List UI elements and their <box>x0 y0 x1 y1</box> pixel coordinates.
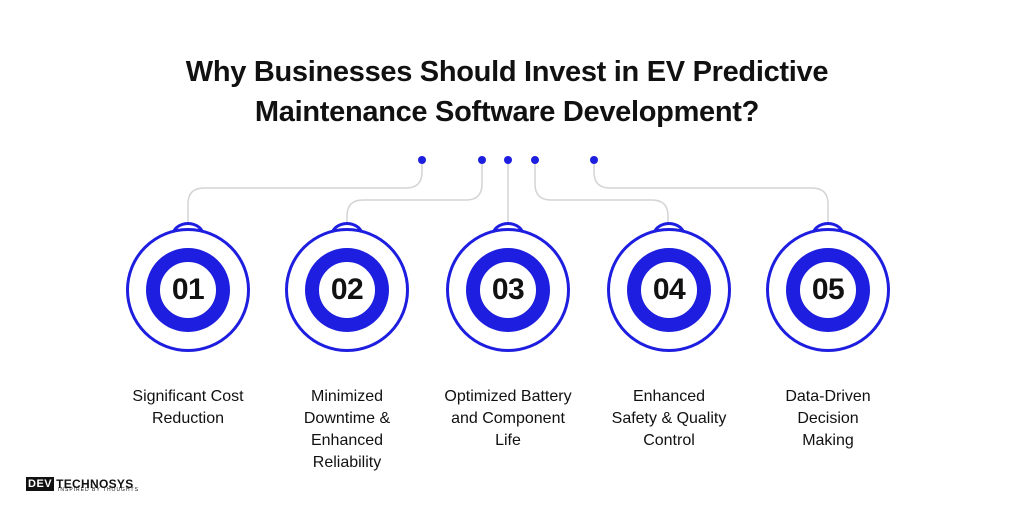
label-line: Safety & Quality <box>611 410 727 427</box>
inner-ring: 04 <box>627 248 711 332</box>
label-line: Optimized Battery <box>444 388 572 405</box>
label-line: Making <box>802 432 854 449</box>
label-line: and Component <box>451 410 565 427</box>
step-number: 03 <box>491 273 525 306</box>
label-line: Decision <box>797 410 859 427</box>
inner-ring: 02 <box>305 248 389 332</box>
label-line: Enhanced <box>310 432 384 449</box>
brand-logo: DEV TECHNOSYS INSPIRED BY THOUGHTS <box>26 473 138 495</box>
step-02-label: Minimized Downtime & Enhanced Reliabilit… <box>262 386 432 474</box>
step-number: 02 <box>330 273 364 306</box>
step-05-label: Data-Driven Decision Making <box>743 386 913 452</box>
step-number: 05 <box>811 273 845 306</box>
page-title-line-1: Why Businesses Should Invest in EV Predi… <box>185 56 829 88</box>
connector-2 <box>346 160 483 232</box>
inner-ring: 03 <box>466 248 550 332</box>
connector-5 <box>593 160 829 232</box>
step-03-label: Optimized Battery and Component Life <box>423 386 593 452</box>
label-line: Reduction <box>151 410 225 427</box>
step-03: 03 <box>446 222 576 388</box>
connector-dot-1 <box>418 156 426 164</box>
step-number: 04 <box>652 273 686 306</box>
step-02: 02 <box>285 222 415 388</box>
logo-tagline: INSPIRED BY THOUGHTS <box>58 487 139 493</box>
label-line: Life <box>495 432 521 449</box>
label-line: Significant Cost <box>132 388 244 405</box>
label-line: Data-Driven <box>785 388 871 405</box>
connector-1 <box>187 160 423 232</box>
inner-ring: 01 <box>146 248 230 332</box>
step-04: 04 <box>607 222 737 388</box>
connector-dot-3 <box>504 156 512 164</box>
label-line: Minimized <box>310 388 383 405</box>
connector-dot-5 <box>590 156 598 164</box>
label-line: Enhanced <box>632 388 706 405</box>
label-line: Downtime & <box>303 410 391 427</box>
connector-dot-2 <box>478 156 486 164</box>
connector-dot-4 <box>531 156 539 164</box>
label-line: Reliability <box>312 454 382 471</box>
connector-4 <box>534 160 669 232</box>
step-01-label: Significant Cost Reduction <box>103 386 273 430</box>
logo-main-text: TECHNOSYS <box>56 477 134 491</box>
step-01: 01 <box>126 222 256 388</box>
step-04-label: Enhanced Safety & Quality Control <box>584 386 754 452</box>
logo-box-text: DEV <box>26 477 55 491</box>
step-number: 01 <box>171 273 205 306</box>
page-title-line-2: Maintenance Software Development? <box>254 96 760 128</box>
step-05: 05 <box>766 222 896 388</box>
inner-ring: 05 <box>786 248 870 332</box>
label-line: Control <box>643 432 695 449</box>
